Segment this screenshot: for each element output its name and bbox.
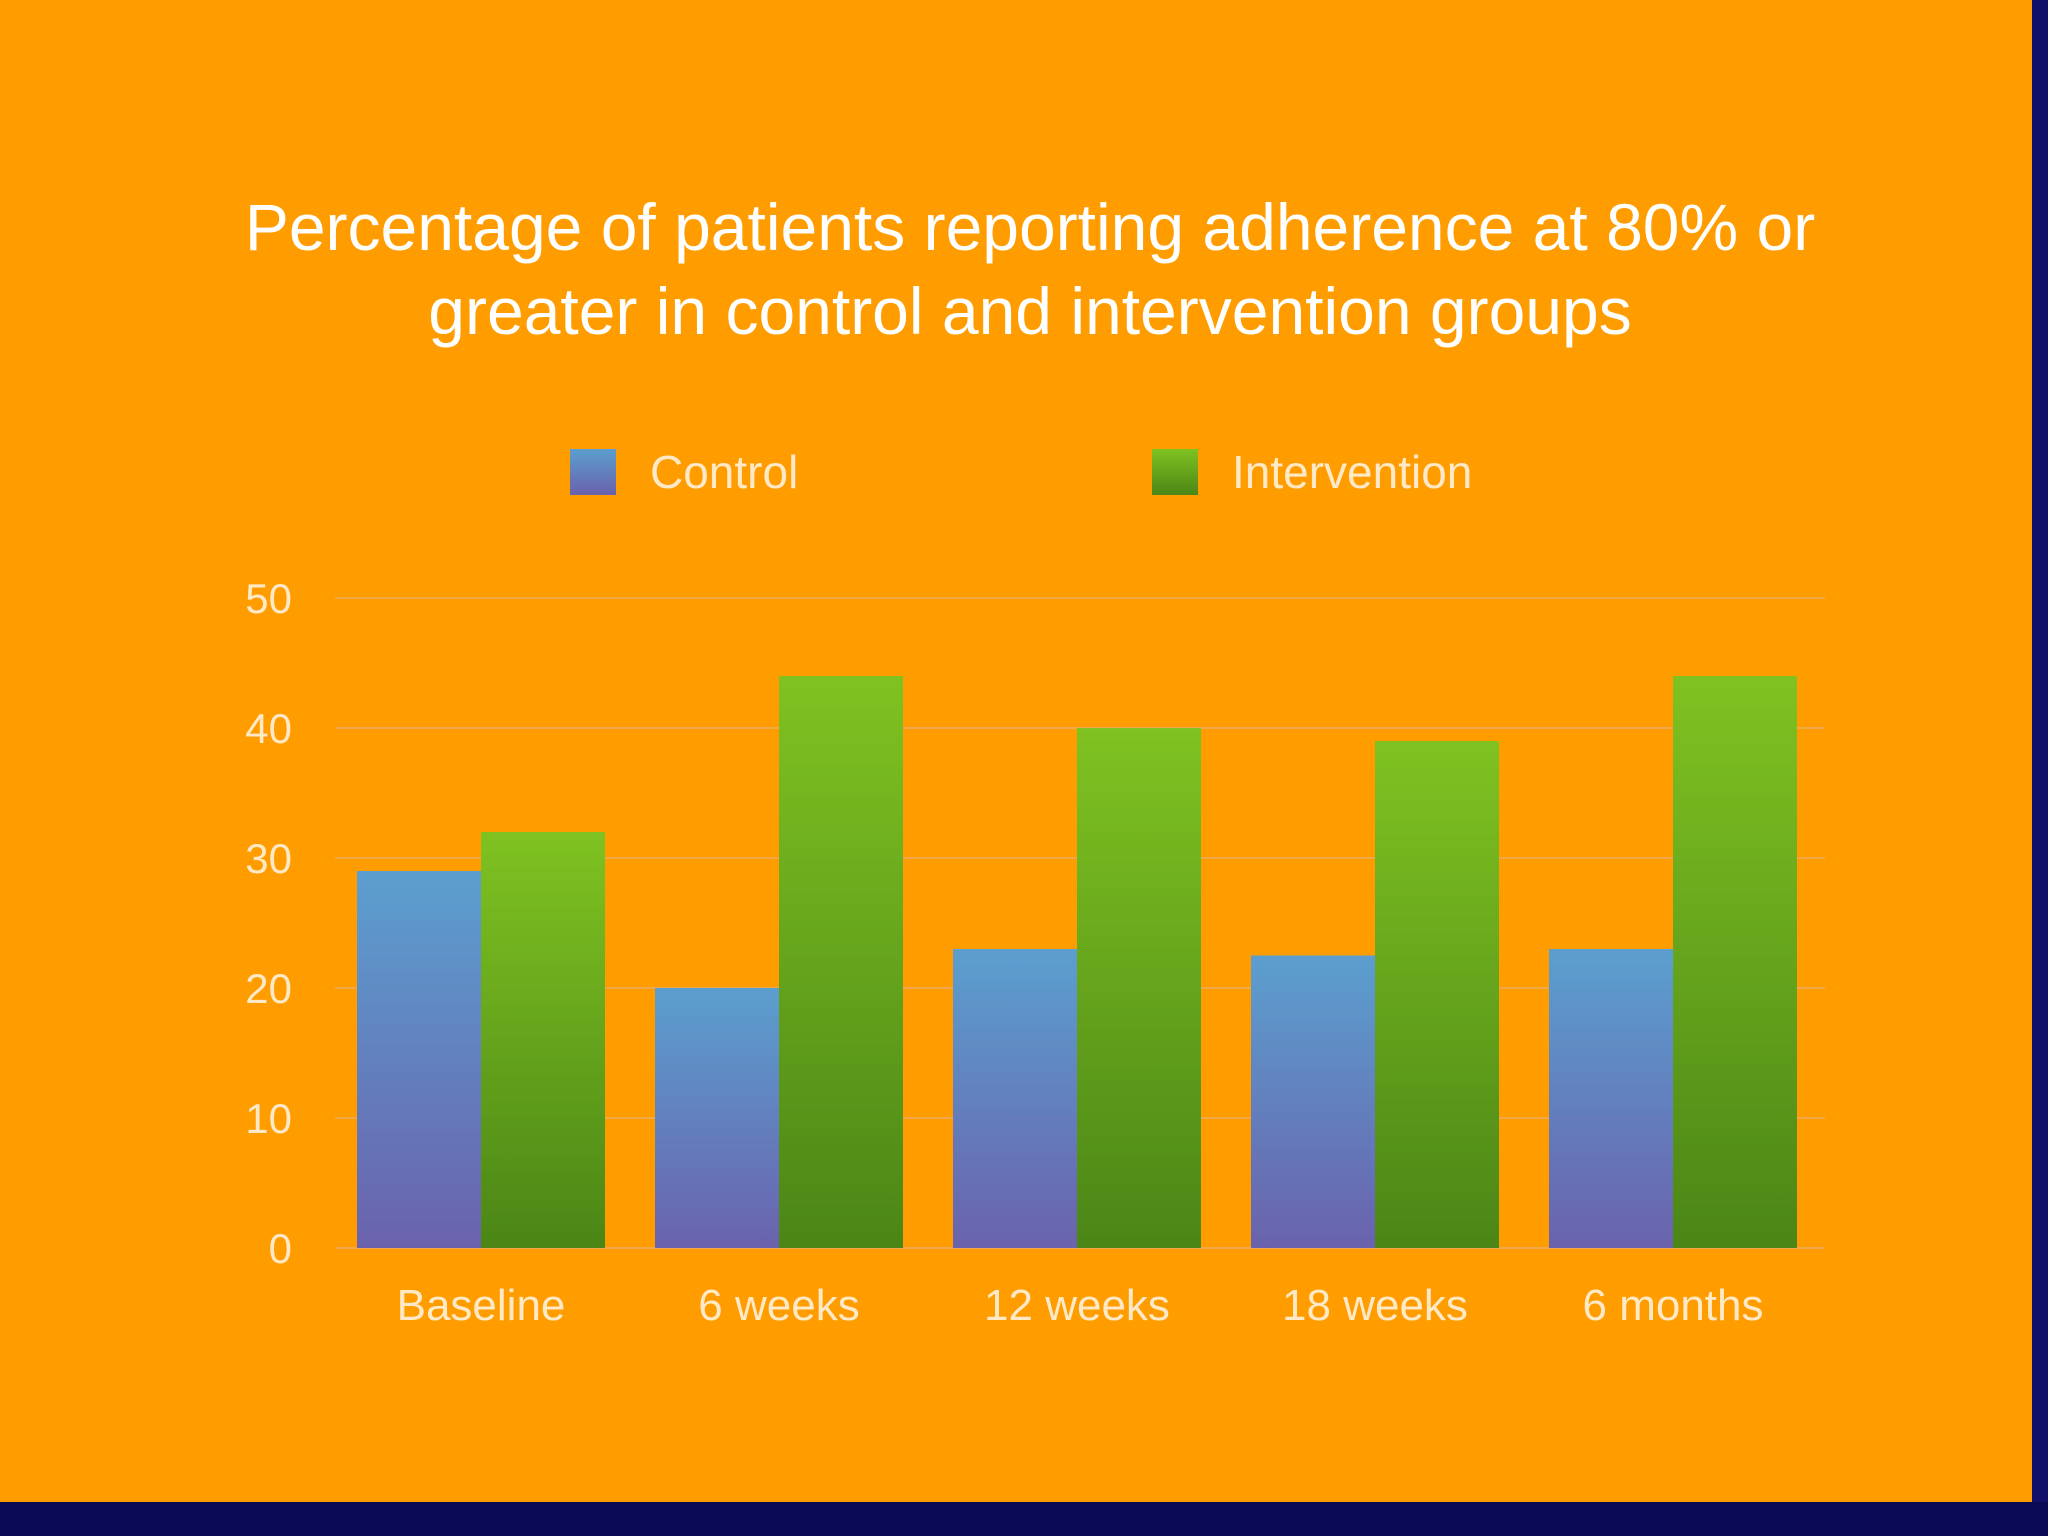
frame-right-edge [2032, 0, 2048, 1536]
chart-title-line-2: greater in control and intervention grou… [428, 274, 1632, 348]
y-tick-label: 50 [245, 575, 292, 622]
chart-title-line-1: Percentage of patients reporting adheren… [244, 190, 1816, 264]
chart-title: Percentage of patients reporting adheren… [180, 185, 1880, 353]
bar-intervention-1 [779, 676, 903, 1248]
x-tick-label: 6 months [1583, 1281, 1764, 1330]
legend-label-control: Control [650, 446, 798, 498]
bar-control-2 [953, 949, 1077, 1248]
x-tick-label: 6 weeks [698, 1281, 859, 1330]
y-tick-label: 40 [245, 705, 292, 752]
x-tick-label: Baseline [397, 1281, 566, 1330]
bar-intervention-4 [1673, 676, 1797, 1248]
bar-intervention-3 [1375, 741, 1499, 1248]
bars [357, 676, 1797, 1248]
y-tick-label: 30 [245, 835, 292, 882]
legend: Control Intervention [570, 446, 1472, 498]
y-axis: 0 10 20 30 40 50 [245, 575, 292, 1272]
bar-intervention-0 [481, 832, 605, 1248]
bar-control-1 [655, 988, 779, 1248]
y-tick-label: 0 [269, 1225, 292, 1272]
bar-control-4 [1549, 949, 1673, 1248]
legend-swatch-intervention [1152, 449, 1198, 495]
legend-label-intervention: Intervention [1232, 446, 1472, 498]
y-tick-label: 20 [245, 965, 292, 1012]
x-tick-label: 12 weeks [984, 1281, 1170, 1330]
x-tick-label: 18 weeks [1282, 1281, 1468, 1330]
legend-swatch-control [570, 449, 616, 495]
frame-bottom-edge [0, 1502, 2048, 1536]
y-tick-label: 10 [245, 1095, 292, 1142]
x-axis: Baseline 6 weeks 12 weeks 18 weeks 6 months [397, 1281, 1764, 1330]
bar-control-0 [357, 871, 481, 1248]
bar-chart: Control Intervention 0 10 20 30 40 50 Baseline… [245, 446, 1825, 1330]
bar-intervention-2 [1077, 728, 1201, 1248]
bar-control-3 [1251, 955, 1375, 1248]
